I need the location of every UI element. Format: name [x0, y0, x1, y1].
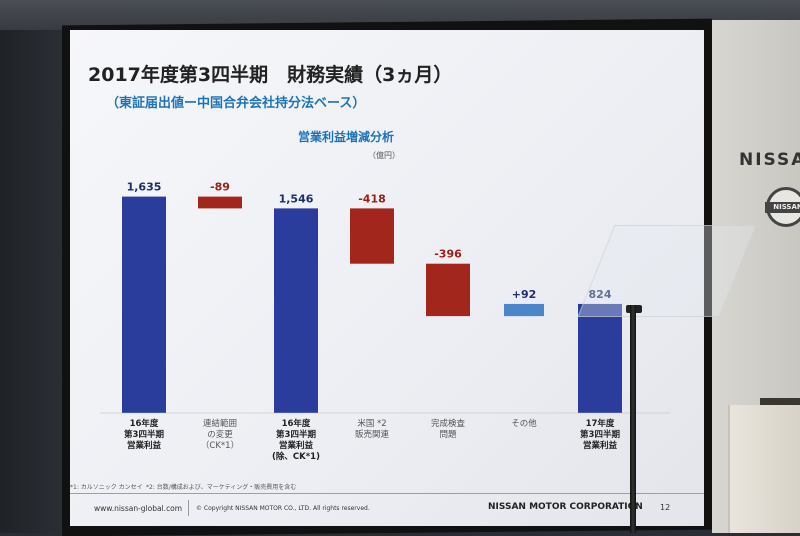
footer-url: www.nissan-global.com [94, 504, 183, 513]
category-label-1-2: （CK*1） [201, 440, 239, 451]
category-label-2-3: (除、CK*1) [272, 451, 320, 462]
chart-unit: （億円） [368, 151, 400, 160]
footer-company-name: NISSAN MOTOR CORPORATION [488, 502, 643, 512]
left-wall [0, 30, 68, 533]
category-label-6-1: 第3四半期 [580, 429, 620, 440]
category-label-6-0: 17年度 [586, 418, 615, 429]
data-label-0: 1,635 [127, 181, 162, 194]
category-label-1-1: の変更 [207, 429, 233, 440]
category-label-0-1: 第3四半期 [124, 429, 164, 440]
bar-3 [350, 208, 394, 264]
brand-logo-badge-text: NISSAN [765, 202, 800, 213]
slide-title: 2017年度第3四半期 財務実績（3ヵ月） [88, 64, 453, 86]
data-label-3: -418 [358, 192, 386, 205]
category-label-3-1: 販売関連 [355, 429, 390, 440]
category-label-1-0: 連結範囲 [203, 418, 237, 429]
category-label-5-0: その他 [511, 418, 537, 429]
bar-1 [198, 196, 242, 209]
category-label-2-2: 営業利益 [279, 440, 314, 451]
brand-logo-badge: NISSAN [765, 187, 800, 227]
footer-separator [188, 500, 189, 516]
bar-0 [122, 196, 166, 413]
category-label-0-0: 16年度 [130, 418, 159, 429]
category-label-6-2: 営業利益 [583, 440, 618, 451]
data-label-4: -396 [434, 248, 462, 261]
footnote-1: *1: カルソニック カンセイ [70, 484, 143, 491]
data-label-1: -89 [210, 181, 230, 194]
bar-6 [578, 303, 622, 413]
chart-title: 営業利益増減分析 [298, 130, 395, 144]
category-label-2-1: 第3四半期 [276, 429, 316, 440]
projection-screen: 2017年度第3四半期 財務実績（3ヵ月） （東証届出値ー中国合弁会社持分法ベー… [70, 30, 704, 526]
waterfall-chart: 1,63516年度第3四半期営業利益-89連結範囲の変更（CK*1）1,5461… [100, 181, 670, 462]
data-label-5: +92 [512, 288, 537, 301]
podium [728, 405, 800, 533]
bar-5 [504, 303, 544, 317]
bar-2 [274, 208, 318, 413]
page-number: 12 [660, 503, 671, 512]
footnote-2: *2: 台数/構成および、マーケティング・販売費用を含む [146, 484, 297, 491]
wall-brand-sign: NISSAN [739, 150, 800, 170]
category-label-2-0: 16年度 [282, 418, 311, 429]
category-label-3-0: 米国 *2 [357, 418, 386, 429]
bar-4 [426, 263, 470, 317]
category-label-4-0: 完成検査 [431, 418, 466, 429]
footer-divider-line [70, 493, 704, 494]
category-label-0-2: 営業利益 [127, 440, 162, 451]
category-label-4-1: 問題 [439, 430, 457, 440]
slide-subtitle: （東証届出値ー中国合弁会社持分法ベース） [106, 96, 366, 111]
podium-top [760, 398, 800, 408]
data-label-6: 824 [589, 288, 612, 301]
footer-copyright: © Copyright NISSAN MOTOR CO., LTD. All r… [196, 505, 370, 512]
teleprompter-stand [630, 305, 636, 533]
data-label-2: 1,546 [279, 192, 314, 205]
